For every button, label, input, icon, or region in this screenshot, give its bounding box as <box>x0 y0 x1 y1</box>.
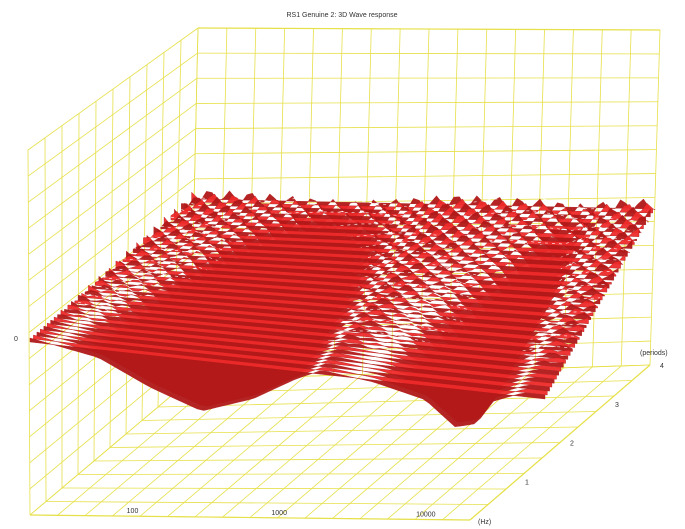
grid-line <box>27 27 199 151</box>
grid-line <box>28 77 198 203</box>
y-tick-label: 0 <box>14 336 18 343</box>
grid-line <box>27 52 198 177</box>
grid-line <box>28 128 196 255</box>
surface-slices <box>29 190 656 427</box>
grid-line <box>28 228 194 359</box>
grid-line <box>469 364 651 521</box>
grid-line <box>109 442 561 448</box>
z-tick-label: 4 <box>660 363 664 370</box>
grid-line <box>93 457 543 462</box>
grid-line <box>125 426 579 435</box>
x-tick-label: 1000 <box>271 510 287 517</box>
grid-line <box>61 487 507 490</box>
axis-labels: 100 1000 10000 (Hz) 1 2 3 4 (periods) 0 <box>14 336 668 526</box>
grid-line <box>28 103 197 229</box>
grid-line <box>196 101 658 104</box>
surface-ridge <box>164 215 635 245</box>
grid-line <box>195 125 658 129</box>
z-tick-label: 3 <box>615 402 619 409</box>
z-axis-label: (periods) <box>640 350 668 357</box>
z-tick-label: 2 <box>570 441 574 448</box>
z-tick-label: 1 <box>525 479 529 486</box>
grid-line <box>77 473 525 475</box>
grid-line <box>141 411 597 421</box>
x-tick-label: 100 <box>127 508 139 515</box>
x-axis-label: (Hz) <box>478 519 491 526</box>
x-tick-label: 10000 <box>416 511 436 518</box>
surface-slice <box>29 337 546 427</box>
chart-title: RS1 Genuine 2: 3D Wave response <box>286 12 397 19</box>
grid-line <box>197 52 660 55</box>
grid-line <box>28 153 196 281</box>
grid-line <box>197 27 661 31</box>
grid-line <box>45 501 489 505</box>
grid-line <box>29 514 471 521</box>
grid-line <box>194 173 656 180</box>
grid-line <box>28 178 195 307</box>
grid-line <box>195 149 657 155</box>
